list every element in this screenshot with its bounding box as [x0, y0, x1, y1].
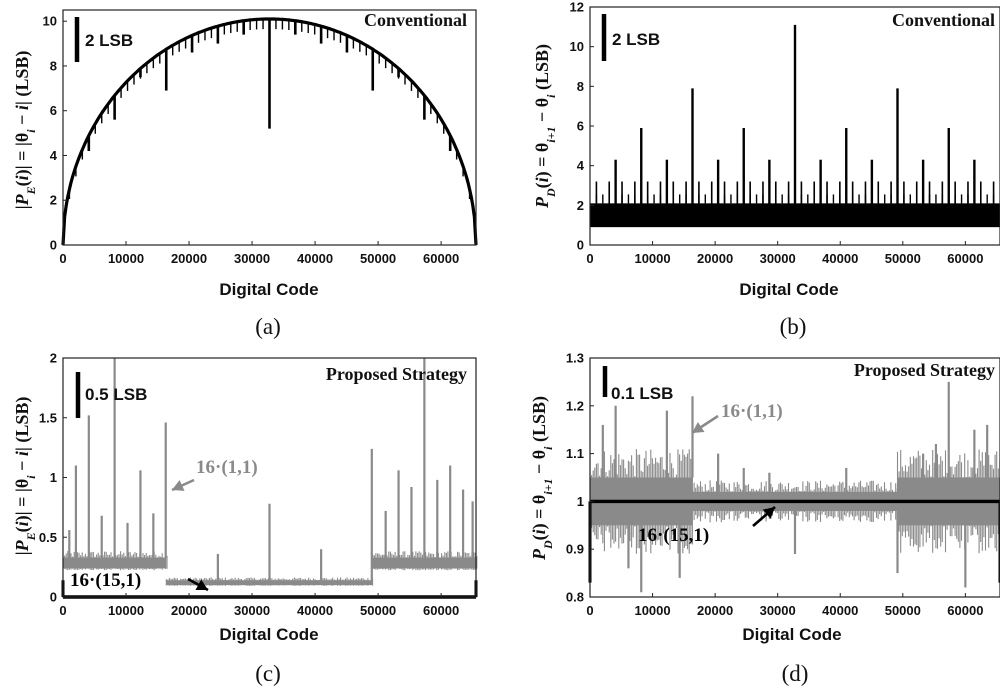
- plot-area-b: [590, 24, 1000, 228]
- x-tick-label: 60000: [947, 603, 983, 618]
- corner-label: Conventional: [364, 10, 467, 30]
- x-tick-label: 50000: [360, 603, 396, 618]
- noise-band: [166, 580, 373, 586]
- y-tick-label: 0: [50, 590, 57, 605]
- x-tick-label: 10000: [634, 603, 670, 618]
- y-tick-label: 1.1: [566, 446, 584, 461]
- y-tick-label: 0: [577, 238, 584, 253]
- dense-band: [590, 203, 1000, 228]
- corner-label: Proposed Strategy: [326, 364, 467, 384]
- y-tick-label: 4: [577, 158, 585, 173]
- annotation-arrowhead: [692, 421, 705, 433]
- y-tick-label: 2: [50, 193, 57, 208]
- x-tick-label: 50000: [360, 251, 396, 266]
- y-tick-label: 10: [43, 14, 57, 29]
- ylabel-d: PD(i) = θi+1 − θi (LSB): [529, 396, 555, 561]
- y-tick-label: 0.9: [566, 542, 584, 557]
- scale-bar-label: 0.5 LSB: [85, 385, 147, 404]
- plot-area-a: [61, 17, 478, 246]
- y-tick-label: 0: [50, 238, 57, 253]
- xlabel-d: Digital Code: [742, 625, 841, 644]
- annotation-label: 16·(1,1): [196, 457, 258, 478]
- x-tick-label: 10000: [108, 603, 144, 618]
- scale-bar-label: 2 LSB: [85, 31, 133, 50]
- y-tick-label: 2: [577, 198, 584, 213]
- xlabel-b: Digital Code: [739, 280, 838, 299]
- x-tick-label: 30000: [760, 251, 796, 266]
- x-tick-label: 20000: [171, 603, 207, 618]
- corner-label: Proposed Strategy: [854, 360, 995, 380]
- panel-label-a: (a): [255, 314, 281, 339]
- y-tick-label: 1.2: [566, 398, 584, 413]
- ylabel-c: |PE(i)| = |θi − i| (LSB): [12, 397, 38, 556]
- series-c-0: [62, 358, 478, 586]
- y-tick-label: 8: [50, 58, 57, 73]
- ylabel-a: |PE(i)| = |θi − i| (LSB): [12, 51, 38, 210]
- y-tick-label: 6: [50, 103, 57, 118]
- panel-c: |PE(i)| = |θi − i| (LSB) Digital Code (c…: [12, 351, 478, 686]
- y-tick-label: 1.5: [39, 410, 57, 425]
- y-tick-label: 2: [50, 351, 57, 366]
- x-tick-label: 40000: [822, 603, 858, 618]
- x-tick-label: 50000: [885, 251, 921, 266]
- x-tick-label: 60000: [423, 603, 459, 618]
- axes-frame: [589, 357, 1000, 598]
- x-tick-label: 60000: [423, 251, 459, 266]
- noise-jitter: [165, 577, 374, 586]
- x-tick-label: 10000: [634, 251, 670, 266]
- plot-area-d: [588, 381, 1000, 593]
- y-tick-label: 0.8: [566, 590, 584, 605]
- x-tick-label: 50000: [885, 603, 921, 618]
- annotation-label: 16·(1,1): [721, 401, 783, 422]
- y-tick-label: 0.5: [39, 530, 57, 545]
- ylabel-b: PD(i) = θi+1 − θi (LSB): [532, 44, 558, 209]
- y-tick-label: 1: [50, 470, 57, 485]
- annotation-arrowhead: [762, 507, 775, 519]
- panel-a: |PE(i)| = |θi − i| (LSB) Digital Code (a…: [12, 9, 478, 339]
- corner-label: Conventional: [892, 10, 995, 30]
- y-tick-label: 12: [570, 0, 584, 15]
- x-tick-label: 60000: [947, 251, 983, 266]
- panel-label-b: (b): [780, 314, 807, 339]
- x-tick-label: 30000: [760, 603, 796, 618]
- x-tick-label: 20000: [697, 603, 733, 618]
- x-tick-label: 30000: [234, 603, 270, 618]
- y-tick-label: 1.3: [566, 351, 584, 366]
- x-tick-label: 40000: [297, 251, 333, 266]
- series-b-0: [590, 24, 1000, 228]
- x-tick-label: 30000: [234, 251, 270, 266]
- x-tick-label: 0: [586, 251, 593, 266]
- y-tick-label: 4: [50, 148, 58, 163]
- x-tick-label: 10000: [108, 251, 144, 266]
- y-tick-label: 8: [577, 79, 584, 94]
- xlabel-a: Digital Code: [219, 280, 318, 299]
- panel-label-c: (c): [255, 661, 281, 686]
- y-tick-label: 6: [577, 119, 584, 134]
- panel-label-d: (d): [782, 661, 809, 686]
- x-tick-label: 0: [59, 603, 66, 618]
- series-d-0: [589, 381, 1000, 593]
- x-tick-label: 20000: [697, 251, 733, 266]
- annotation-label: 16·(15,1): [638, 525, 709, 546]
- x-tick-label: 20000: [171, 251, 207, 266]
- xlabel-c: Digital Code: [219, 625, 318, 644]
- scale-bar-label: 2 LSB: [612, 30, 660, 49]
- annotation-label: 16·(15,1): [70, 570, 141, 591]
- annotation-arrowhead: [195, 579, 208, 590]
- scale-bar-label: 0.1 LSB: [611, 384, 673, 403]
- x-tick-label: 40000: [822, 251, 858, 266]
- panel-d: PD(i) = θi+1 − θi (LSB) Digital Code (d)…: [529, 351, 1000, 686]
- annotation-arrowhead: [172, 479, 185, 491]
- x-tick-label: 0: [59, 251, 66, 266]
- y-tick-label: 10: [570, 39, 584, 54]
- axes-frame: [62, 9, 477, 246]
- series-a-0: [61, 17, 478, 246]
- x-tick-label: 0: [586, 603, 593, 618]
- y-tick-label: 1: [577, 494, 584, 509]
- panel-b: PD(i) = θi+1 − θi (LSB) Digital Code (b)…: [532, 0, 1000, 339]
- x-tick-label: 40000: [297, 603, 333, 618]
